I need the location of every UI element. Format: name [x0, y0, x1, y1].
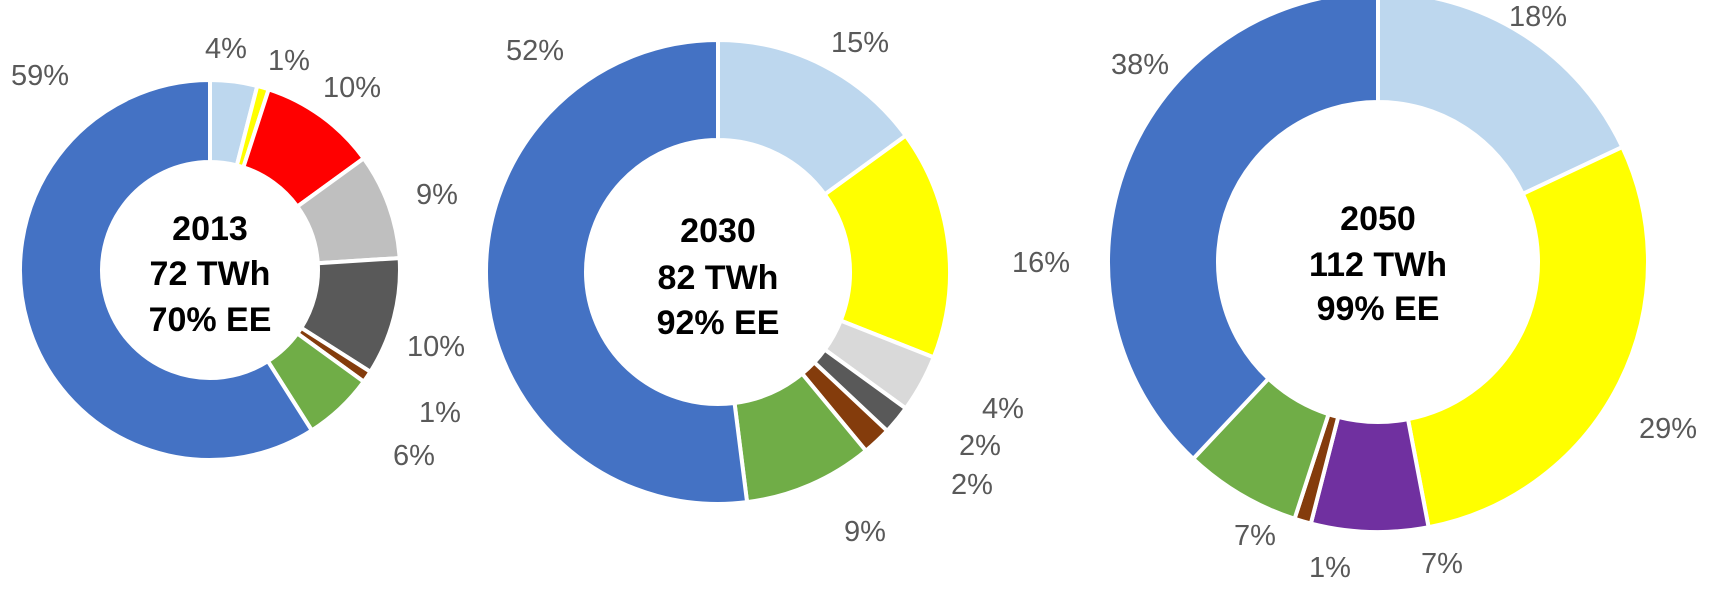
slice-percent-label: 10%	[407, 331, 465, 363]
slice-percent-label: 59%	[11, 60, 69, 92]
slice-percent-label: 4%	[205, 33, 247, 65]
donut-chart-3: 18% 29% 7% 1% 7% 38% 2050 112 TWh 99% EE	[1106, 0, 1697, 584]
slice-percent-label: 1%	[1309, 552, 1351, 584]
slice-percent-label: 15%	[831, 27, 889, 59]
center-label: 82 TWh	[658, 259, 779, 297]
slice-percent-label: 2%	[951, 469, 993, 501]
slice-percent-label: 2%	[959, 430, 1001, 462]
donut-slice	[821, 132, 952, 361]
slice-percent-label: 1%	[268, 45, 310, 77]
donut-slice	[1405, 144, 1650, 530]
center-label: 2050	[1340, 200, 1416, 238]
donut-slice	[1376, 0, 1625, 197]
slice-percent-label: 9%	[416, 179, 458, 211]
slice-percent-label: 7%	[1234, 520, 1276, 552]
slice-percent-label: 6%	[393, 440, 435, 472]
slice-percent-label: 38%	[1111, 49, 1169, 81]
slice-percent-label: 10%	[323, 72, 381, 104]
center-label: 112 TWh	[1309, 246, 1447, 284]
donut-slice	[484, 37, 750, 506]
center-label: 99% EE	[1317, 290, 1440, 328]
slice-percent-label: 29%	[1639, 413, 1697, 445]
donut-chart-2: 15% 16% 4% 2% 2% 9% 52% 2030 82 TWh 92% EE	[484, 27, 1070, 548]
center-label: 2013	[172, 210, 248, 248]
center-label: 72 TWh	[150, 255, 271, 293]
center-label: 2030	[680, 212, 756, 250]
donut-slice	[1106, 0, 1380, 462]
center-label: 70% EE	[149, 301, 272, 339]
slice-percent-label: 18%	[1509, 1, 1567, 33]
donut-slice	[18, 77, 315, 462]
slice-percent-label: 52%	[506, 35, 564, 67]
donut-slice	[716, 37, 909, 198]
slice-percent-label: 1%	[419, 397, 461, 429]
slice-percent-label: 16%	[1012, 247, 1070, 279]
slice-percent-label: 9%	[844, 516, 886, 548]
slice-percent-label: 7%	[1421, 548, 1463, 580]
slice-percent-label: 4%	[982, 393, 1024, 425]
center-label: 92% EE	[657, 304, 780, 342]
donut-chart-1: 4% 1% 10% 9% 10% 1% 6% 59% 2013 72 TWh 70% EE	[11, 33, 465, 472]
